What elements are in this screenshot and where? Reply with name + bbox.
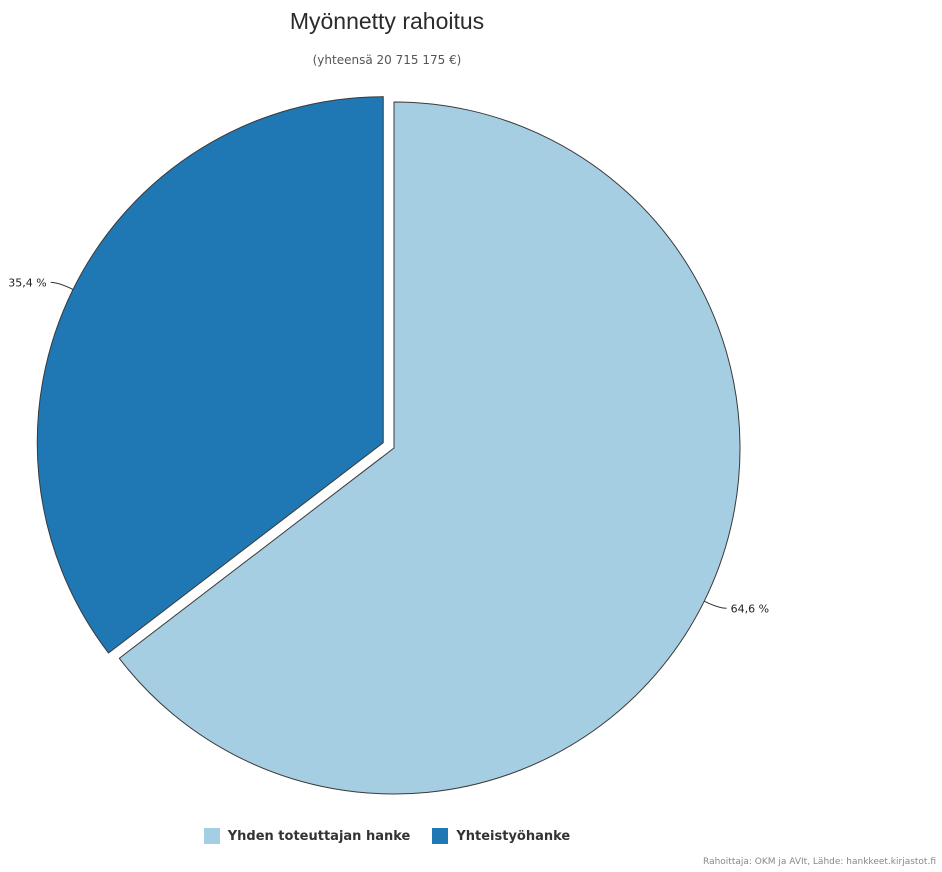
pie-slice-yhteistyohanke[interactable] [36,96,384,654]
data-label-yhden-toteuttajan-hanke: 64,6 % [731,602,769,615]
legend-label-yhden-toteuttajan-hanke: Yhden toteuttajan hanke [227,828,411,844]
legend: Yhden toteuttajan hanke Yhteistyöhanke [0,828,774,844]
legend-swatch-yhteistyohanke [432,828,449,844]
label-connector-yhteistyohanke [50,281,74,290]
chart-subtitle: (yhteensä 20 715 175 €) [312,53,462,67]
legend-item-yhden-toteuttajan-hanke[interactable]: Yhden toteuttajan hanke [203,828,411,844]
label-connector-yhden-toteuttajan-hanke [704,600,727,609]
legend-label-yhteistyohanke: Yhteistyöhanke [456,828,571,844]
legend-item-yhteistyohanke[interactable]: Yhteistyöhanke [432,828,570,844]
credits[interactable]: Rahoittaja: OKM ja AVIt, Lähde: hankkeet… [703,857,936,867]
legend-swatch-yhden-toteuttajan-hanke [203,828,220,844]
data-label-yhteistyohanke: 35,4 % [8,276,46,289]
chart-title: Myönnetty rahoitus [289,8,485,34]
pie-slice-yhden-toteuttajan-hanke[interactable] [118,101,741,795]
